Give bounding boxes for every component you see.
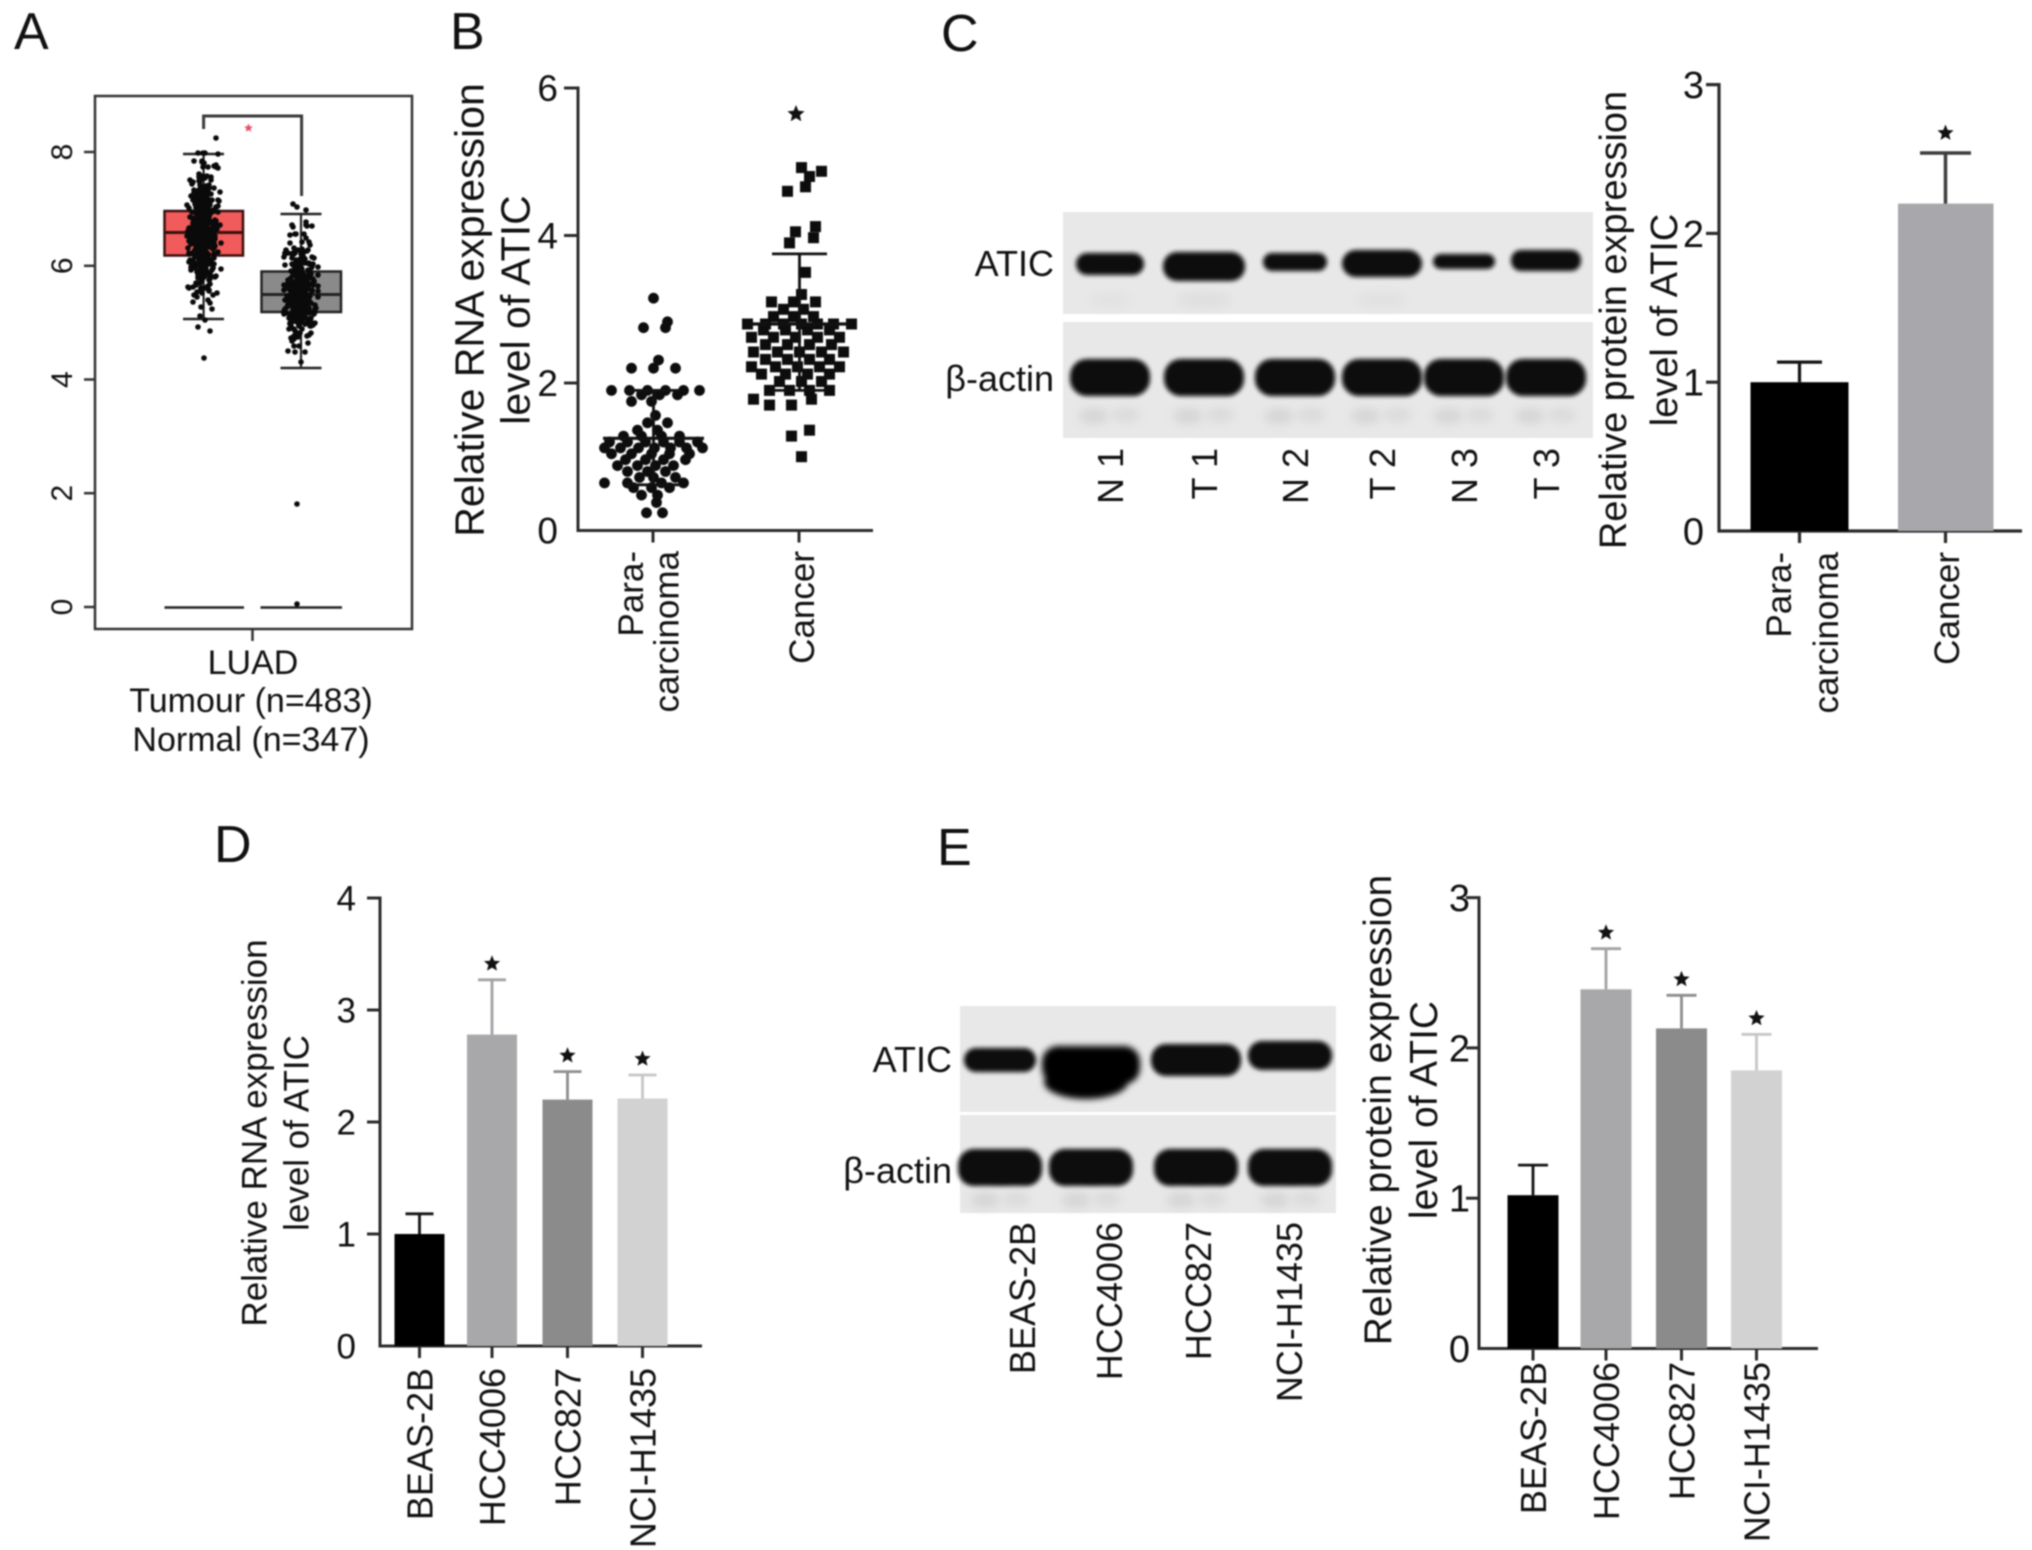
svg-text:HCC827: HCC827: [548, 1368, 589, 1506]
svg-text:3: 3: [1683, 65, 1704, 107]
svg-text:carcinoma: carcinoma: [1807, 551, 1846, 713]
svg-text:HCC4006: HCC4006: [1089, 1222, 1130, 1380]
svg-text:NCI-H1435: NCI-H1435: [1737, 1362, 1778, 1542]
svg-text:N 2: N 2: [1275, 448, 1316, 504]
svg-text:N 3: N 3: [1444, 448, 1485, 504]
svg-text:HCC827: HCC827: [1662, 1362, 1703, 1500]
svg-text:ATIC: ATIC: [873, 1039, 952, 1080]
svg-text:6: 6: [46, 257, 79, 274]
svg-text:3: 3: [337, 992, 356, 1031]
svg-text:T 1: T 1: [1184, 448, 1225, 499]
svg-text:carcinoma: carcinoma: [648, 550, 687, 712]
svg-text:Relative protein expression: Relative protein expression: [1357, 875, 1400, 1345]
svg-text:T 2: T 2: [1362, 448, 1403, 499]
svg-text:T 3: T 3: [1526, 448, 1567, 499]
svg-text:3: 3: [1449, 878, 1470, 920]
svg-text:BEAS-2B: BEAS-2B: [400, 1368, 441, 1520]
svg-text:level of ATIC: level of ATIC: [278, 1035, 317, 1231]
svg-text:NCI-H1435: NCI-H1435: [1269, 1222, 1310, 1402]
svg-text:0: 0: [1449, 1329, 1470, 1371]
svg-text:LUAD: LUAD: [208, 644, 299, 682]
svg-text:4: 4: [337, 880, 356, 919]
svg-text:0: 0: [537, 511, 558, 552]
svg-text:0: 0: [337, 1328, 356, 1367]
svg-text:BEAS-2B: BEAS-2B: [1002, 1222, 1043, 1374]
svg-text:BEAS-2B: BEAS-2B: [1513, 1362, 1554, 1514]
svg-text:level of ATIC: level of ATIC: [1403, 1001, 1446, 1219]
svg-text:0: 0: [1683, 512, 1704, 554]
svg-text:A: A: [14, 3, 49, 61]
svg-text:Para-: Para-: [612, 551, 651, 637]
svg-text:4: 4: [46, 371, 79, 388]
svg-text:C: C: [941, 5, 979, 63]
svg-text:D: D: [214, 816, 252, 874]
svg-text:Para-: Para-: [1760, 552, 1799, 638]
svg-text:Cancer: Cancer: [1928, 552, 1967, 665]
svg-text:N 1: N 1: [1090, 448, 1131, 504]
svg-text:HCC827: HCC827: [1178, 1222, 1219, 1360]
svg-text:Tumour (n=483): Tumour (n=483): [129, 682, 372, 720]
svg-text:Relative RNA expression: Relative RNA expression: [236, 939, 275, 1326]
svg-text:Cancer: Cancer: [783, 551, 822, 664]
svg-text:Relative protein expression: Relative protein expression: [1593, 91, 1635, 549]
svg-text:4: 4: [537, 216, 558, 257]
svg-text:2: 2: [1449, 1028, 1470, 1070]
svg-text:2: 2: [1683, 214, 1704, 256]
svg-text:E: E: [937, 819, 972, 877]
svg-text:0: 0: [46, 599, 79, 616]
svg-text:level of ATIC: level of ATIC: [493, 195, 539, 424]
svg-text:2: 2: [537, 363, 558, 404]
svg-text:ATIC: ATIC: [975, 243, 1054, 284]
svg-text:1: 1: [337, 1216, 356, 1255]
svg-text:6: 6: [537, 68, 558, 109]
svg-text:1: 1: [1683, 363, 1704, 405]
svg-text:Normal (n=347): Normal (n=347): [132, 721, 369, 759]
svg-text:B: B: [450, 3, 485, 61]
svg-text:1: 1: [1449, 1179, 1470, 1221]
svg-text:HCC4006: HCC4006: [472, 1368, 513, 1526]
svg-text:β-actin: β-actin: [945, 358, 1054, 399]
svg-text:8: 8: [46, 144, 79, 161]
svg-text:2: 2: [337, 1104, 356, 1143]
svg-text:β-actin: β-actin: [843, 1150, 952, 1191]
svg-text:HCC4006: HCC4006: [1586, 1362, 1627, 1520]
svg-text:2: 2: [46, 485, 79, 502]
svg-text:level of ATIC: level of ATIC: [1644, 214, 1686, 427]
svg-text:NCI-H1435: NCI-H1435: [623, 1368, 664, 1548]
svg-text:Relative RNA expression: Relative RNA expression: [447, 83, 493, 536]
